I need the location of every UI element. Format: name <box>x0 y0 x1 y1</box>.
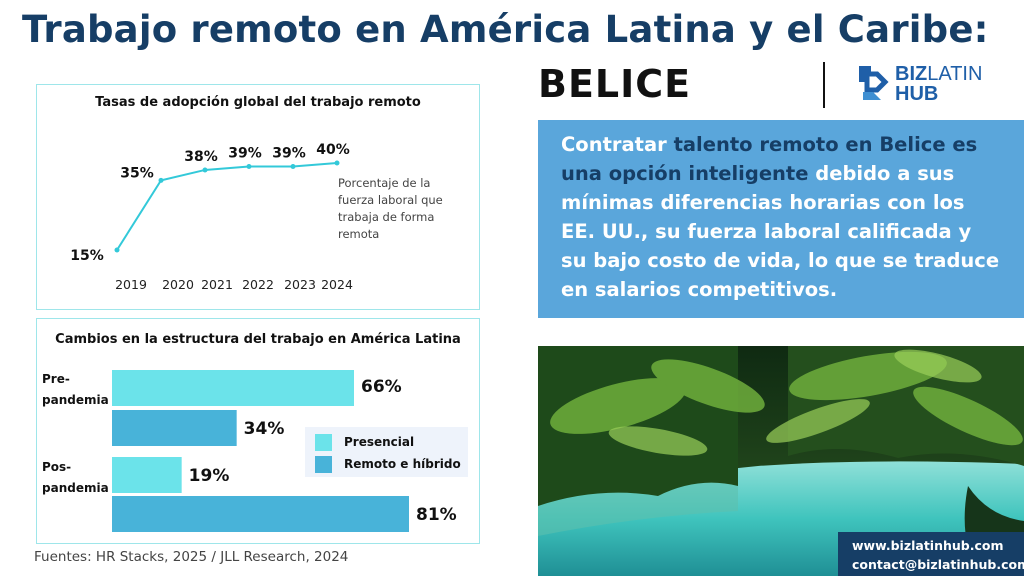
adoption-line <box>116 162 338 251</box>
callout-part1: Contratar <box>561 133 674 156</box>
adoption-year-tick: 2023 <box>284 277 316 292</box>
legend-label-presencial: Presencial <box>344 435 415 449</box>
adoption-year-tick: 2020 <box>162 277 194 292</box>
structure-chart-title: Cambios en la estructura del trabajo en … <box>55 332 461 347</box>
legend-swatch-remoto <box>315 455 332 473</box>
bar-value-label: 81% <box>416 505 457 525</box>
adoption-value-label: 15% <box>70 248 104 264</box>
adoption-line-chart: 15% 35% 38% 39% 39% 40% 2019 2020 2021 2022 2023 20… <box>70 142 353 292</box>
bar-category-label: pandemia <box>42 393 109 407</box>
logo-divider <box>823 62 825 108</box>
callout-highlight: talento remoto en Belice es una opción i… <box>561 133 978 185</box>
callout-text: Contratar talento remoto en Belice es un… <box>561 130 1002 304</box>
adoption-point <box>334 160 340 166</box>
adoption-value-label: 40% <box>316 142 350 158</box>
legend-swatch-presencial <box>315 433 332 451</box>
logo-mark-icon <box>859 66 889 100</box>
bar-value-label: 66% <box>361 377 402 397</box>
logo-brand-line2: HUB <box>895 83 939 105</box>
bar-remoto <box>112 410 237 446</box>
bar-value-label: 19% <box>189 466 230 486</box>
country-title: BELICE <box>538 62 692 106</box>
legend-item-presencial: Presencial <box>315 433 414 451</box>
adoption-chart-panel: Tasas de adopción global del trabajo rem… <box>36 84 480 310</box>
logo-brand-thin: LATIN <box>927 63 983 85</box>
structure-chart-panel: Cambios en la estructura del trabajo en … <box>36 318 480 544</box>
adoption-value-label: 38% <box>184 149 218 165</box>
adoption-year-tick: 2024 <box>321 277 353 292</box>
adoption-chart-title: Tasas de adopción global del trabajo rem… <box>95 95 421 110</box>
logo-brand-bold: BIZ <box>895 63 928 85</box>
adoption-point <box>114 247 120 253</box>
bar-presencial <box>112 370 354 406</box>
sources-note: Fuentes: HR Stacks, 2025 / JLL Research,… <box>34 549 349 565</box>
belize-lagoon-photo: www.bizlatinhub.com contact@bizlatinhub.… <box>538 346 1024 576</box>
adoption-point <box>246 163 252 169</box>
adoption-value-label: 39% <box>272 145 306 161</box>
legend-label-remoto: Remoto e híbrido <box>344 457 461 471</box>
bar-value-label: 34% <box>244 419 285 439</box>
bar-category-label: Pos- <box>42 460 71 474</box>
structure-bar-chart: Pre-pandemia 66% 34% Pos-pandemia 19% 81% <box>42 370 457 532</box>
bar-presencial <box>112 457 182 493</box>
adoption-point <box>290 163 296 169</box>
bar-remoto <box>112 496 409 532</box>
adoption-point <box>158 177 164 183</box>
adoption-year-tick: 2019 <box>115 277 147 292</box>
adoption-point <box>202 167 208 173</box>
page-title: Trabajo remoto en América Latina y el Ca… <box>22 8 989 51</box>
contact-website[interactable]: www.bizlatinhub.com <box>852 538 1004 553</box>
contact-email[interactable]: contact@bizlatinhub.com <box>852 557 1024 572</box>
structure-chart-legend: Presencial Remoto e híbrido <box>305 427 468 477</box>
legend-item-remoto: Remoto e híbrido <box>315 455 461 473</box>
adoption-chart-note: Porcentaje de la fuerza laboral que trab… <box>338 176 443 241</box>
adoption-value-label: 39% <box>228 145 262 161</box>
bizlatinhub-logo: BIZLATIN HUB <box>855 62 1005 108</box>
adoption-year-tick: 2022 <box>242 277 274 292</box>
adoption-year-tick: 2021 <box>201 277 233 292</box>
contact-box: www.bizlatinhub.com contact@bizlatinhub.… <box>838 532 1024 576</box>
bar-category-label: pandemia <box>42 481 109 495</box>
callout-box: Contratar talento remoto en Belice es un… <box>538 120 1024 318</box>
adoption-value-label: 35% <box>120 165 154 181</box>
bar-category-label: Pre- <box>42 372 70 386</box>
callout-part2: debido a sus mínimas diferencias horaria… <box>561 162 1000 301</box>
